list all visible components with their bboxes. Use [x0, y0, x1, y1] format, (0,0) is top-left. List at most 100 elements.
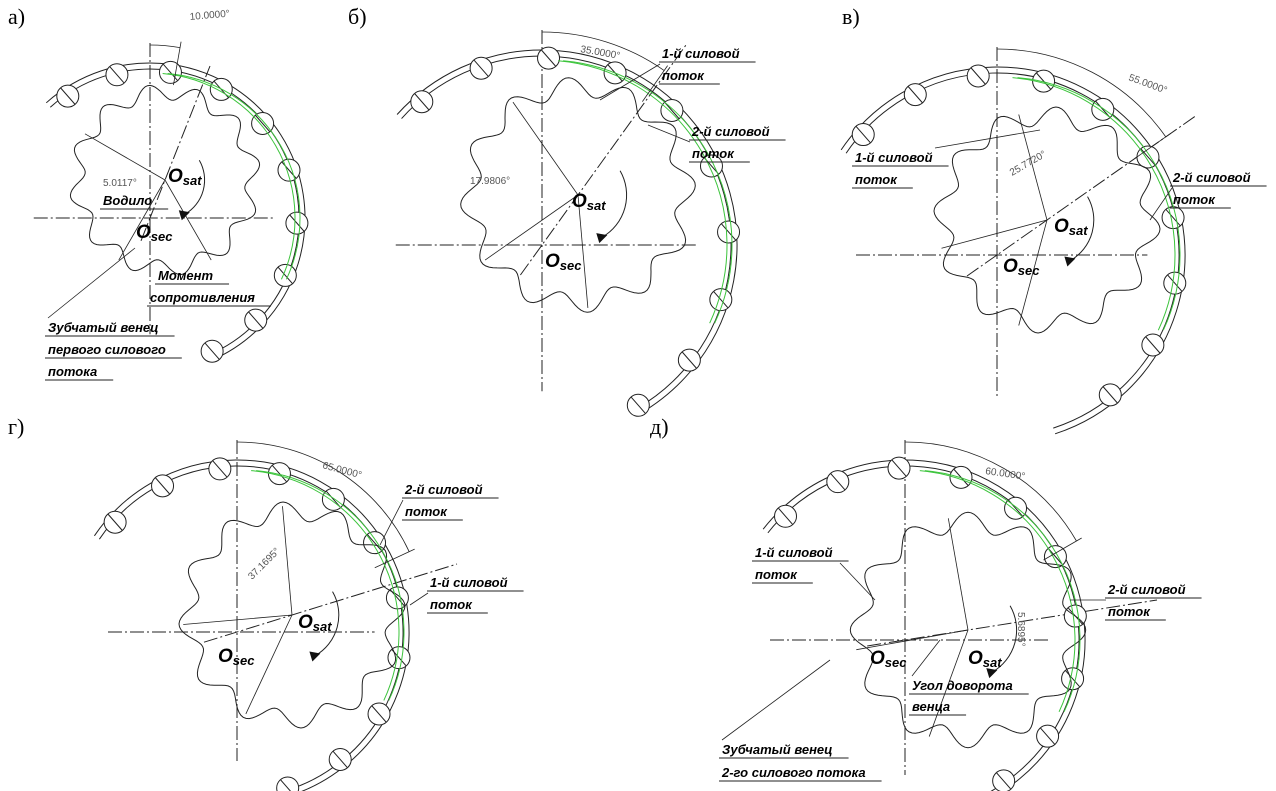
leader-line	[648, 125, 690, 142]
center-letter: O	[572, 191, 587, 212]
center-letter: O	[870, 648, 885, 669]
panel: д) 60.0000° 1-й силовой поток 2-й силовой пот…	[650, 414, 1202, 791]
center-subscript: sec	[560, 258, 582, 273]
dimension-label: 55.0000°	[1127, 72, 1168, 96]
panel-label: а)	[8, 4, 25, 29]
leader-line	[840, 563, 875, 600]
dimension-label: 25.7720°	[1008, 149, 1048, 179]
callout-label: 2-й силовой	[1107, 582, 1186, 597]
center-label: Osat	[298, 612, 332, 634]
center-letter: O	[968, 648, 983, 669]
callout-label: 1-й силовой	[430, 575, 508, 590]
leader-line	[410, 593, 428, 605]
center-letter: O	[298, 612, 313, 633]
center-letter: O	[168, 166, 183, 187]
panel: а) 10.0000° 5.0117° Водило Момент сопротивлен…	[8, 4, 308, 380]
center-letter: O	[218, 646, 233, 667]
center-label: Osec	[1003, 256, 1040, 278]
center-letter: O	[1003, 256, 1018, 277]
center-subscript: sec	[1018, 263, 1040, 278]
roller	[277, 777, 299, 791]
center-letter: O	[1054, 216, 1069, 237]
dimension-label: 5.0117°	[103, 178, 137, 189]
leader-line	[48, 248, 135, 318]
callout-label: 1-й силовой	[662, 46, 740, 61]
construction-line	[513, 102, 578, 195]
center-label: Osec	[545, 251, 582, 273]
panel: г) 65.0000° 2-й силовой поток 1-й силовой пот…	[8, 414, 524, 791]
center-subscript: sat	[313, 619, 332, 634]
leader-line	[912, 640, 940, 676]
leader-line	[380, 500, 403, 545]
construction-line	[85, 134, 165, 180]
callout-label: 2-й силовой	[404, 482, 483, 497]
construction-line	[485, 195, 578, 260]
callout-label: Угол доворота	[912, 678, 1013, 693]
center-label: Osat	[968, 648, 1002, 670]
center-label: Osec	[870, 648, 907, 670]
dimension-arc	[150, 45, 180, 48]
callout-label: поток	[855, 172, 898, 187]
leader-line	[722, 660, 830, 740]
callout-label: первого силового	[48, 342, 166, 357]
center-subscript: sat	[183, 173, 202, 188]
center-label: Osec	[136, 222, 173, 244]
construction-line	[948, 518, 968, 630]
center-letter: O	[545, 251, 560, 272]
center-subscript: sec	[151, 229, 173, 244]
panel-label: б)	[348, 4, 367, 29]
callout-label: венца	[912, 699, 950, 714]
dimension-label: 5.6895°	[1015, 612, 1026, 647]
callout-label: поток	[692, 146, 735, 161]
ring-arc	[99, 466, 403, 791]
panel-label: в)	[842, 4, 860, 29]
panel-label: г)	[8, 414, 24, 439]
dimension-arc	[905, 442, 1076, 541]
dimension-label: 17.9806°	[470, 176, 510, 187]
construction-line	[165, 180, 211, 260]
callout-label: поток	[1173, 192, 1216, 207]
callout-label: Зубчатый венец	[48, 320, 159, 335]
callout-label: Зубчатый венец	[722, 742, 833, 757]
callout-label: поток	[1108, 604, 1151, 619]
dimension-label: 65.0000°	[321, 460, 363, 481]
dimension-arc	[997, 49, 1166, 137]
construction-line	[119, 180, 165, 260]
callout-label: поток	[430, 597, 473, 612]
callout-label: потока	[48, 364, 97, 379]
callout-label: 2-й силовой	[1172, 170, 1251, 185]
callout-label: поток	[662, 68, 705, 83]
dimension-label: 60.0000°	[985, 466, 1026, 482]
callout-label: 2-го силового потока	[721, 765, 866, 780]
contour	[925, 471, 1080, 712]
ring-arc	[846, 73, 1179, 428]
callout-label: поток	[405, 504, 448, 519]
contour	[563, 61, 732, 323]
center-subscript: sat	[1069, 223, 1088, 238]
center-subscript: sec	[233, 653, 255, 668]
center-line	[141, 66, 210, 241]
center-subscript: sec	[885, 655, 907, 670]
panel-label: д)	[650, 414, 669, 439]
callout-label: 2-й силовой	[691, 124, 770, 139]
center-subscript: sat	[587, 198, 606, 213]
callout-label: поток	[755, 567, 798, 582]
center-label: Osat	[1054, 216, 1088, 238]
callout-label: 1-й силовой	[855, 150, 933, 165]
callout-label: сопротивления	[150, 290, 255, 305]
center-label: Osat	[168, 166, 202, 188]
construction-line	[942, 220, 1047, 248]
center-letter: O	[136, 222, 151, 243]
rotation-arrow	[602, 171, 626, 237]
ring-arc	[841, 67, 1185, 434]
figure: а) 10.0000° 5.0117° Водило Момент сопротивлен…	[0, 0, 1276, 791]
callout-label: Водило	[103, 193, 152, 208]
callout-label: Момент	[158, 268, 213, 283]
dimension-label: 37.1695°	[246, 546, 282, 582]
dimension-label: 10.0000°	[189, 9, 230, 23]
callout-label: 1-й силовой	[755, 545, 833, 560]
panel: в) 55.0000° 1-й силовой поток 2-й силовой пот…	[841, 4, 1266, 434]
center-subscript: sat	[983, 655, 1002, 670]
construction-line	[282, 506, 292, 615]
